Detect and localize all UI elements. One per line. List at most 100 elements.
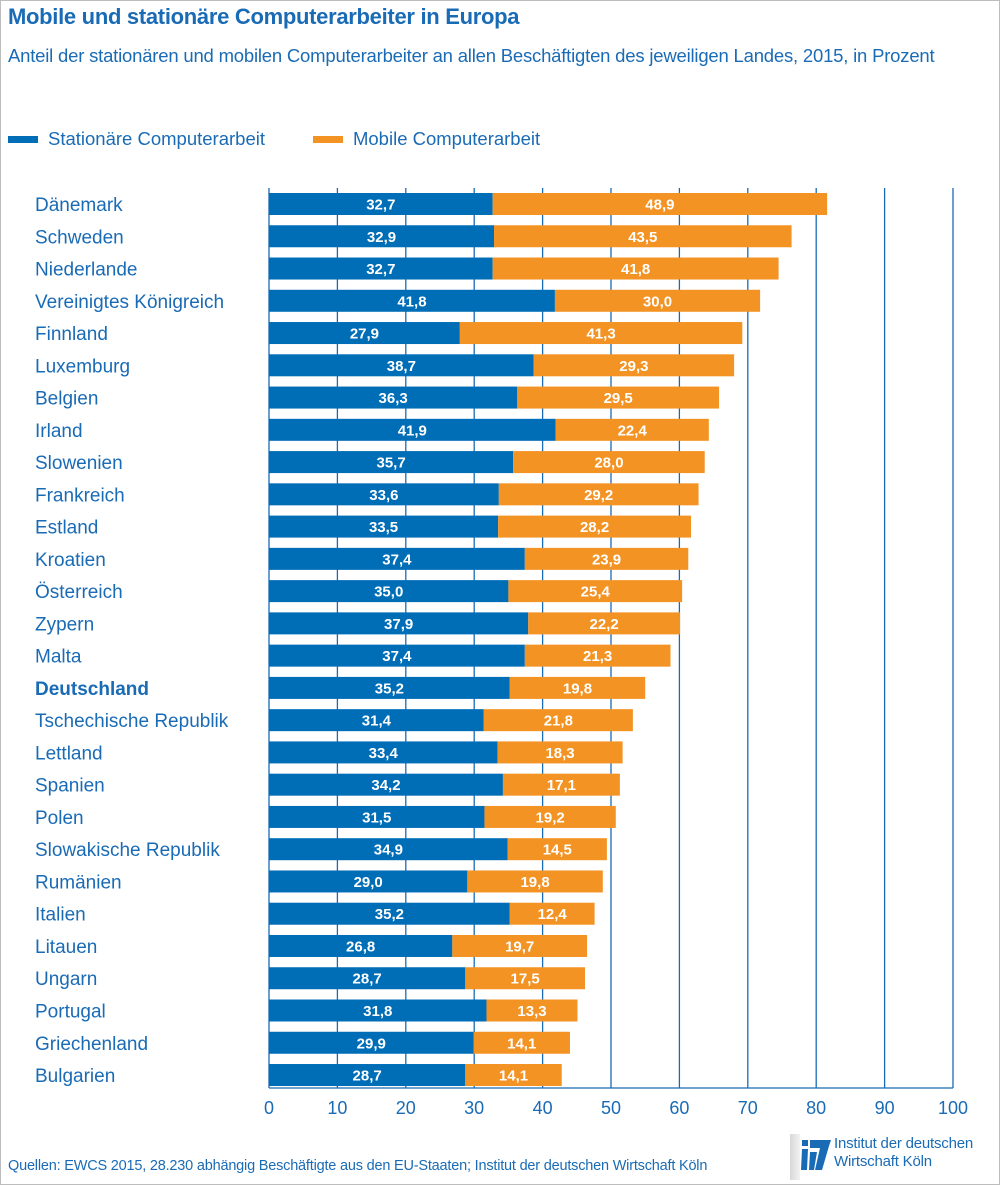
category-label: Belgien — [35, 389, 98, 410]
category-label: Italien — [35, 905, 86, 926]
category-label: Tschechische Republik — [35, 711, 229, 732]
legend-swatch-stationary — [8, 135, 38, 143]
value-label-stationary: 29,0 — [354, 874, 383, 891]
category-label: Dänemark — [35, 195, 123, 216]
bar-mobile — [465, 1064, 562, 1087]
value-label-stationary: 35,2 — [375, 906, 404, 923]
value-label-mobile: 28,0 — [594, 455, 623, 472]
value-label-stationary: 27,9 — [350, 326, 379, 343]
bar-mobile — [528, 612, 681, 635]
value-label-mobile: 17,5 — [511, 971, 540, 988]
value-label-stationary: 32,7 — [366, 197, 395, 214]
value-label-stationary: 31,5 — [362, 809, 391, 826]
value-label-stationary: 35,2 — [375, 680, 404, 697]
legend-item-stationary: Stationäre Computerarbeit — [8, 128, 265, 150]
bar-stationary — [269, 580, 509, 603]
category-label: Ungarn — [35, 969, 97, 990]
value-label-mobile: 19,2 — [536, 809, 565, 826]
value-label-mobile: 22,2 — [590, 616, 619, 633]
value-label-stationary: 28,7 — [353, 971, 382, 988]
value-label-stationary: 36,3 — [379, 390, 408, 407]
category-labels: Dänemark Schweden Niederlande Vereinigtes K… — [35, 195, 229, 1087]
category-label: Griechenland — [35, 1034, 148, 1055]
bar-mobile — [517, 386, 720, 409]
category-label: Frankreich — [35, 485, 125, 506]
bar-mobile — [513, 451, 705, 474]
legend: Stationäre Computerarbeit Mobile Compute… — [8, 128, 588, 150]
bar-mobile — [459, 322, 743, 345]
legend-label-stationary: Stationäre Computerarbeit — [48, 128, 265, 149]
bar-stationary — [269, 225, 495, 248]
value-label-stationary: 37,4 — [382, 648, 412, 665]
value-label-mobile: 48,9 — [645, 197, 674, 214]
value-label-mobile: 14,1 — [507, 1035, 536, 1052]
category-label: Spanien — [35, 776, 105, 797]
value-label-mobile: 14,1 — [499, 1068, 528, 1085]
bar-stationary — [269, 967, 466, 990]
x-tick-label: 20 — [396, 1098, 416, 1118]
iw-logo-icon — [801, 1140, 831, 1170]
bar-mobile — [467, 870, 603, 893]
category-label: Irland — [35, 421, 83, 442]
value-label-stationary: 26,8 — [346, 938, 375, 955]
bar-mobile — [492, 193, 828, 215]
value-label-stationary: 33,5 — [369, 519, 398, 536]
category-label: Schweden — [35, 227, 124, 248]
value-label-stationary: 29,9 — [357, 1035, 386, 1052]
x-axis: 0 10 20 30 40 50 60 70 80 90 100 — [264, 1087, 968, 1118]
value-label-mobile: 23,9 — [592, 551, 621, 568]
value-label-mobile: 30,0 — [643, 293, 672, 310]
value-label-mobile: 29,5 — [604, 390, 633, 407]
bar-stationary — [269, 193, 493, 215]
x-tick-label: 100 — [938, 1098, 968, 1118]
bar-stationary — [269, 451, 514, 474]
bar-stationary — [269, 838, 508, 861]
value-label-stationary: 35,7 — [376, 455, 405, 472]
bar-stationary — [269, 870, 468, 893]
bar-stationary — [269, 773, 503, 796]
value-label-mobile: 21,3 — [583, 648, 612, 665]
x-tick-label: 50 — [601, 1098, 621, 1118]
chart-subtitle: Anteil der stationären und mobilen Compu… — [8, 45, 935, 66]
x-tick-label: 90 — [875, 1098, 895, 1118]
logo-text: Institut der deutschen Wirtschaft Köln — [834, 1135, 973, 1171]
value-label-mobile: 21,8 — [544, 713, 573, 730]
value-label-stationary: 31,8 — [363, 1003, 392, 1020]
value-label-mobile: 13,3 — [517, 1003, 546, 1020]
category-label: Deutschland — [35, 679, 149, 700]
legend-swatch-mobile — [312, 135, 343, 143]
value-label-mobile: 29,2 — [584, 487, 613, 504]
bar-mobile — [524, 547, 689, 570]
category-label: Finnland — [35, 324, 108, 345]
value-label-stationary: 33,6 — [369, 487, 398, 504]
value-label-mobile: 41,8 — [621, 261, 650, 278]
category-label: Polen — [35, 808, 84, 829]
value-label-stationary: 32,7 — [366, 261, 395, 278]
bar-stationary — [269, 644, 525, 667]
bar-stationary — [269, 354, 534, 377]
value-label-mobile: 14,5 — [543, 842, 572, 859]
bars: 32,7 48,932,9 43,532,7 41,841,8 30,027,9 41,3… — [269, 193, 828, 1087]
value-label-stationary: 37,4 — [382, 551, 412, 568]
bar-mobile — [509, 902, 595, 925]
bar-stationary — [269, 934, 453, 957]
value-label-mobile: 19,8 — [563, 680, 592, 697]
value-label-stationary: 28,7 — [353, 1068, 382, 1085]
value-label-mobile: 18,3 — [545, 745, 574, 762]
x-tick-label: 70 — [738, 1098, 758, 1118]
category-label: Österreich — [35, 582, 123, 603]
category-label: Estland — [35, 518, 98, 539]
bar-stationary — [269, 483, 499, 506]
bar-mobile — [452, 934, 588, 957]
logo-line-2: Wirtschaft Köln — [834, 1153, 932, 1170]
value-label-stationary: 37,9 — [384, 616, 413, 633]
bar-mobile — [533, 354, 735, 377]
category-label: Portugal — [35, 1002, 106, 1023]
category-label: Kroatien — [35, 550, 106, 571]
bar-mobile — [508, 580, 683, 603]
bar-mobile — [498, 515, 692, 538]
bar-stationary — [269, 612, 529, 635]
x-tick-label: 40 — [533, 1098, 553, 1118]
bar-mobile — [509, 676, 646, 699]
iw-logo: Institut der deutschen Wirtschaft Köln — [790, 1132, 995, 1182]
